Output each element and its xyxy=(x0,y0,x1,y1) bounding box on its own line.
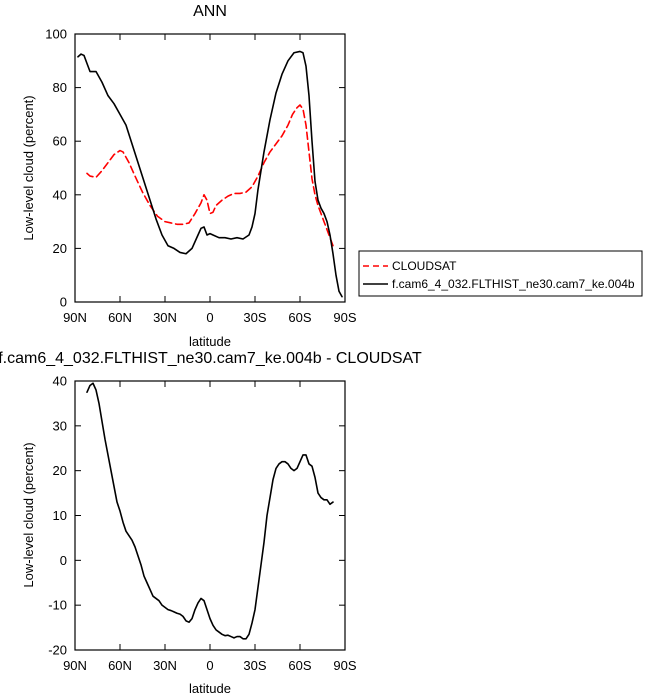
top-x-tick-label: 0 xyxy=(206,310,213,325)
bottom-x-tick-label: 60N xyxy=(108,658,132,673)
bottom-chart-title: f.cam6_4_032.FLTHIST_ne30.cam7_ke.004b -… xyxy=(0,350,422,367)
bottom-plot-frame xyxy=(74,380,346,651)
bottom-y-tick-label: 0 xyxy=(60,553,67,568)
top-x-axis: 90N 60N 30N 0 30S 60S 90S xyxy=(63,34,357,325)
bottom-x-tick-label: 60S xyxy=(288,658,311,673)
bottom-panel: f.cam6_4_032.FLTHIST_ne30.cam7_ke.004b -… xyxy=(0,350,422,696)
top-legend: CLOUDSAT f.cam6_4_032.FLTHIST_ne30.cam7_… xyxy=(358,250,643,297)
top-y-axis: 0 20 40 60 80 100 xyxy=(45,27,345,310)
bottom-x-tick-label: 90N xyxy=(63,658,87,673)
top-x-tick-label: 30N xyxy=(153,310,177,325)
top-x-axis-label: latitude xyxy=(189,334,231,349)
bottom-y-axis-label: Low-level cloud (percent) xyxy=(21,442,36,587)
top-y-axis-label: Low-level cloud (percent) xyxy=(21,95,36,240)
bottom-y-tick-label: -10 xyxy=(48,598,67,613)
bottom-x-tick-label: 30N xyxy=(153,658,177,673)
top-x-tick-label: 60N xyxy=(108,310,132,325)
top-plot-frame xyxy=(74,33,346,303)
bottom-x-tick-label: 30S xyxy=(243,658,266,673)
legend-box xyxy=(358,250,643,297)
top-x-tick-label: 30S xyxy=(243,310,266,325)
bottom-y-tick-label: 40 xyxy=(53,374,67,389)
top-y-tick-label: 0 xyxy=(60,295,67,310)
top-x-tick-label: 60S xyxy=(288,310,311,325)
bottom-x-axis-label: latitude xyxy=(189,681,231,696)
bottom-series-line-1 xyxy=(86,382,334,640)
bottom-x-axis: 90N 60N 30N 0 30S 60S 90S xyxy=(63,381,357,673)
bottom-y-tick-label: 30 xyxy=(53,418,67,433)
top-series-line-1 xyxy=(86,104,334,247)
legend-label-model: f.cam6_4_032.FLTHIST_ne30.cam7_ke.004b xyxy=(392,277,635,291)
top-series-line-2 xyxy=(77,50,343,298)
top-plot-area xyxy=(77,50,343,298)
top-x-tick-label: 90N xyxy=(63,310,87,325)
bottom-y-axis: -20 -10 0 10 20 30 40 xyxy=(48,374,345,658)
top-y-tick-label: 20 xyxy=(53,241,67,256)
bottom-x-tick-label: 0 xyxy=(206,658,213,673)
top-y-tick-label: 60 xyxy=(53,134,67,149)
top-y-tick-label: 80 xyxy=(53,80,67,95)
top-x-tick-label: 90S xyxy=(333,310,356,325)
top-chart-title: ANN xyxy=(193,3,227,20)
bottom-y-tick-label: 10 xyxy=(53,508,67,523)
top-y-tick-label: 100 xyxy=(45,27,67,42)
top-y-tick-label: 40 xyxy=(53,187,67,202)
bottom-x-tick-label: 90S xyxy=(333,658,356,673)
bottom-plot-area xyxy=(86,382,334,640)
bottom-y-tick-label: 20 xyxy=(53,463,67,478)
bottom-y-tick-label: -20 xyxy=(48,643,67,658)
top-panel: ANN 0 20 40 60 80 100 90N 60N 30N 0 30S 60S 90S lat… xyxy=(21,3,643,349)
legend-label-cloudsat: CLOUDSAT xyxy=(392,259,457,273)
